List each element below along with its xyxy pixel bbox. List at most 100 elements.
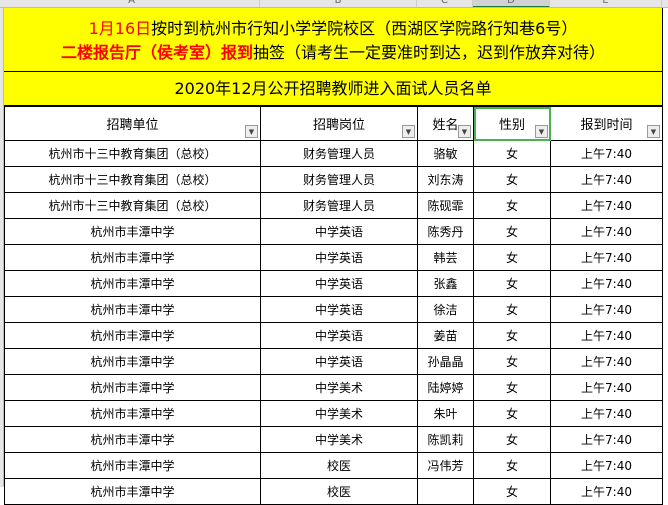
notice-instruction: 抽签（请考生一定要准时到达，迟到作放弃对待） — [253, 43, 606, 62]
report-time-cell[interactable]: 上午7:40 — [550, 218, 663, 245]
name-cell[interactable]: 张鑫 — [417, 270, 474, 297]
name-cell[interactable]: 孙晶晶 — [417, 348, 474, 375]
report-time-cell[interactable]: 上午7:40 — [550, 452, 663, 479]
gender-cell[interactable]: 女 — [473, 374, 551, 401]
filter-dropdown-icon[interactable]: ▼ — [458, 125, 471, 138]
filter-dropdown-icon[interactable]: ▼ — [647, 125, 660, 138]
table-row: 杭州市丰潭中学 中学英语 陈秀丹女上午7:40 — [4, 218, 663, 245]
position-cell[interactable]: 校医 — [260, 452, 418, 479]
report-time-cell[interactable]: 上午7:40 — [550, 270, 663, 297]
unit-cell[interactable]: 杭州市丰潭中学 — [4, 322, 261, 349]
gender-cell[interactable]: 女 — [473, 296, 551, 323]
table-row: 杭州市丰潭中学 中学美术 陈凯莉女上午7:40 — [4, 426, 663, 453]
position-cell[interactable]: 中学美术 — [260, 426, 418, 453]
report-time-cell[interactable]: 上午7:40 — [550, 426, 663, 453]
filter-dropdown-icon[interactable]: ▼ — [245, 125, 258, 138]
column-header-e[interactable]: E — [550, 0, 662, 7]
position-cell[interactable]: 财务管理人员 — [260, 166, 418, 193]
report-time-cell[interactable]: 上午7:40 — [550, 348, 663, 375]
gender-cell[interactable]: 女 — [473, 322, 551, 349]
name-cell[interactable]: 朱叶 — [417, 400, 474, 427]
gender-cell[interactable]: 女 — [473, 478, 551, 505]
gender-cell[interactable]: 女 — [473, 192, 551, 219]
position-cell[interactable]: 中学英语 — [260, 322, 418, 349]
filter-dropdown-icon[interactable]: ▼ — [535, 125, 548, 138]
gender-cell[interactable]: 女 — [473, 400, 551, 427]
gender-cell[interactable]: 女 — [473, 348, 551, 375]
gender-cell[interactable]: 女 — [473, 452, 551, 479]
table-row: 杭州市十三中教育集团（总校） 财务管理人员 刘东涛女上午7:40 — [4, 166, 663, 193]
header-label: 招聘单位 — [106, 118, 159, 133]
position-cell[interactable]: 中学英语 — [260, 270, 418, 297]
header-cell[interactable]: 性别 ▼ — [473, 106, 551, 141]
report-time-cell[interactable]: 上午7:40 — [550, 478, 663, 505]
gender-cell[interactable]: 女 — [473, 218, 551, 245]
filter-dropdown-icon[interactable]: ▼ — [402, 125, 415, 138]
report-time-cell[interactable]: 上午7:40 — [550, 400, 663, 427]
table-row: 杭州市十三中教育集团（总校） 财务管理人员 陈砚霏女上午7:40 — [4, 192, 663, 219]
unit-cell[interactable]: 杭州市丰潭中学 — [4, 270, 261, 297]
gender-cell[interactable]: 女 — [473, 140, 551, 167]
unit-cell[interactable]: 杭州市丰潭中学 — [4, 478, 261, 505]
name-cell[interactable]: 陆婷婷 — [417, 374, 474, 401]
position-cell[interactable]: 中学英语 — [260, 296, 418, 323]
gender-cell[interactable]: 女 — [473, 166, 551, 193]
notice-banner[interactable]: 1月16日按时到杭州市行知小学学院校区（西湖区学院路行知巷6号） 二楼报告厅（侯… — [4, 8, 662, 72]
column-header-a[interactable]: A — [4, 0, 260, 7]
report-time-cell[interactable]: 上午7:40 — [550, 166, 663, 193]
sheet-title[interactable]: 2020年12月公开招聘教师进入面试人员名单 — [4, 72, 662, 106]
table-row: 杭州市十三中教育集团（总校） 财务管理人员 骆敏女上午7:40 — [4, 140, 663, 167]
header-cell[interactable]: 招聘岗位 ▼ — [260, 106, 418, 141]
table-row: 杭州市丰潭中学 中学美术 陆婷婷女上午7:40 — [4, 374, 663, 401]
header-cell[interactable]: 招聘单位 ▼ — [4, 106, 261, 141]
report-time-cell[interactable]: 上午7:40 — [550, 244, 663, 271]
header-label: 性别 — [498, 118, 525, 133]
name-cell[interactable]: 韩芸 — [417, 244, 474, 271]
name-cell[interactable]: 徐洁 — [417, 296, 474, 323]
position-cell[interactable]: 财务管理人员 — [260, 192, 418, 219]
name-cell[interactable]: 骆敏 — [417, 140, 474, 167]
name-cell[interactable]: 冯伟芳 — [417, 452, 474, 479]
report-time-cell[interactable]: 上午7:40 — [550, 296, 663, 323]
position-cell[interactable]: 财务管理人员 — [260, 140, 418, 167]
column-header-d[interactable]: D — [473, 0, 550, 7]
report-time-cell[interactable]: 上午7:40 — [550, 192, 663, 219]
header-cell[interactable]: 姓名 ▼ — [417, 106, 474, 141]
name-cell[interactable]: 刘东涛 — [417, 166, 474, 193]
position-cell[interactable]: 中学美术 — [260, 374, 418, 401]
name-cell[interactable]: 陈凯莉 — [417, 426, 474, 453]
header-cell[interactable]: 报到时间 ▼ — [550, 106, 663, 141]
unit-cell[interactable]: 杭州市十三中教育集团（总校） — [4, 166, 261, 193]
position-cell[interactable]: 中学英语 — [260, 348, 418, 375]
column-header-c[interactable]: C — [417, 0, 473, 7]
header-label: 招聘岗位 — [312, 118, 365, 133]
position-cell[interactable]: 中学英语 — [260, 244, 418, 271]
header-label: 姓名 — [432, 118, 459, 133]
unit-cell[interactable]: 杭州市丰潭中学 — [4, 218, 261, 245]
report-time-cell[interactable]: 上午7:40 — [550, 374, 663, 401]
name-cell[interactable] — [417, 478, 474, 505]
table-row: 杭州市丰潭中学 校医 冯伟芳女上午7:40 — [4, 452, 663, 479]
unit-cell[interactable]: 杭州市十三中教育集团（总校） — [4, 192, 261, 219]
unit-cell[interactable]: 杭州市丰潭中学 — [4, 426, 261, 453]
gender-cell[interactable]: 女 — [473, 244, 551, 271]
position-cell[interactable]: 校医 — [260, 478, 418, 505]
name-cell[interactable]: 陈秀丹 — [417, 218, 474, 245]
unit-cell[interactable]: 杭州市丰潭中学 — [4, 400, 261, 427]
unit-cell[interactable]: 杭州市丰潭中学 — [4, 452, 261, 479]
report-time-cell[interactable]: 上午7:40 — [550, 322, 663, 349]
name-cell[interactable]: 姜苗 — [417, 322, 474, 349]
unit-cell[interactable]: 杭州市丰潭中学 — [4, 296, 261, 323]
position-cell[interactable]: 中学英语 — [260, 218, 418, 245]
gender-cell[interactable]: 女 — [473, 426, 551, 453]
position-cell[interactable]: 中学美术 — [260, 400, 418, 427]
name-cell[interactable]: 陈砚霏 — [417, 192, 474, 219]
unit-cell[interactable]: 杭州市丰潭中学 — [4, 348, 261, 375]
unit-cell[interactable]: 杭州市十三中教育集团（总校） — [4, 140, 261, 167]
column-header-b[interactable]: B — [260, 0, 417, 7]
report-time-cell[interactable]: 上午7:40 — [550, 140, 663, 167]
sheet-right-edge — [662, 8, 668, 487]
unit-cell[interactable]: 杭州市丰潭中学 — [4, 244, 261, 271]
unit-cell[interactable]: 杭州市丰潭中学 — [4, 374, 261, 401]
gender-cell[interactable]: 女 — [473, 270, 551, 297]
